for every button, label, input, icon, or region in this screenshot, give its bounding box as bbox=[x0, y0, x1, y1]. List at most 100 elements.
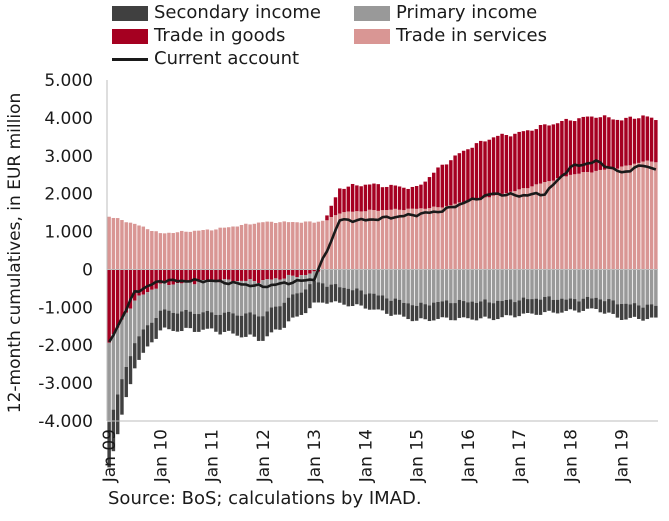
bar-secondary-income bbox=[171, 312, 175, 331]
bar-primary-income bbox=[607, 269, 611, 300]
bar-trade-in-services bbox=[607, 168, 611, 270]
bar-trade-in-goods bbox=[303, 269, 308, 275]
bar-trade-in-services bbox=[491, 195, 496, 270]
bar-trade-in-goods bbox=[367, 184, 372, 210]
bar-trade-in-goods bbox=[145, 269, 150, 293]
y-tick-label: 3.000 bbox=[44, 147, 93, 167]
bar-trade-in-services bbox=[487, 197, 492, 270]
bar-primary-income bbox=[440, 269, 445, 302]
bar-secondary-income bbox=[479, 301, 483, 319]
bar-trade-in-goods bbox=[504, 135, 509, 194]
bar-trade-in-goods bbox=[180, 269, 184, 284]
bar-primary-income bbox=[261, 280, 265, 317]
bar-primary-income bbox=[184, 281, 188, 310]
bar-secondary-income bbox=[282, 302, 286, 328]
bar-secondary-income bbox=[513, 302, 517, 318]
bar-trade-in-services bbox=[637, 162, 641, 270]
legend-item-primary-income: Primary income bbox=[354, 2, 537, 24]
bar-trade-in-services bbox=[624, 165, 628, 270]
bar-primary-income bbox=[645, 269, 650, 305]
y-tick-label: 1.000 bbox=[44, 223, 93, 243]
y-axis-label: 12-month cumulatives, in EUR million bbox=[5, 93, 25, 413]
bar-primary-income bbox=[423, 269, 427, 305]
bar-trade-in-goods bbox=[338, 188, 342, 214]
bar-trade-in-goods bbox=[470, 147, 474, 200]
bar-trade-in-goods bbox=[201, 269, 205, 281]
bar-trade-in-services bbox=[214, 229, 218, 270]
bar-primary-income bbox=[201, 280, 205, 313]
bar-primary-income bbox=[355, 269, 359, 289]
bar-primary-income bbox=[299, 275, 304, 293]
bar-primary-income bbox=[192, 284, 197, 314]
bar-trade-in-goods bbox=[508, 136, 513, 192]
bar-trade-in-services bbox=[158, 233, 163, 270]
bar-trade-in-goods bbox=[637, 118, 641, 163]
bar-trade-in-goods bbox=[308, 269, 312, 274]
x-tick-label: Jan 18 bbox=[561, 429, 581, 483]
bar-secondary-income bbox=[410, 305, 415, 322]
bar-trade-in-services bbox=[175, 232, 180, 270]
bar-trade-in-services bbox=[137, 225, 141, 270]
bar-trade-in-goods bbox=[560, 120, 564, 177]
bar-trade-in-goods bbox=[269, 269, 274, 280]
bar-primary-income bbox=[397, 269, 402, 300]
legend-item-trade-in-services: Trade in services bbox=[354, 25, 547, 47]
legend-label-current-account: Current account bbox=[154, 48, 300, 69]
bar-primary-income bbox=[414, 269, 419, 306]
bar-trade-in-services bbox=[367, 209, 372, 270]
bar-primary-income bbox=[162, 282, 167, 310]
bar-trade-in-goods bbox=[291, 269, 295, 276]
bar-trade-in-goods bbox=[491, 137, 496, 196]
bar-primary-income bbox=[235, 281, 240, 316]
bar-secondary-income bbox=[483, 299, 487, 317]
bar-trade-in-goods bbox=[312, 269, 316, 272]
bar-trade-in-services bbox=[115, 218, 120, 270]
bar-trade-in-services bbox=[585, 171, 590, 270]
bar-secondary-income bbox=[568, 298, 573, 310]
bar-secondary-income bbox=[453, 303, 457, 321]
bar-trade-in-goods bbox=[141, 269, 146, 295]
bar-trade-in-goods bbox=[154, 269, 158, 289]
bar-trade-in-goods bbox=[197, 269, 201, 282]
bar-secondary-income bbox=[372, 293, 376, 310]
bar-secondary-income bbox=[291, 294, 295, 318]
bar-trade-in-goods bbox=[410, 186, 415, 209]
bar-trade-in-services bbox=[572, 174, 577, 270]
bar-trade-in-services bbox=[359, 211, 363, 270]
bar-trade-in-services bbox=[521, 188, 526, 270]
bar-trade-in-goods bbox=[158, 269, 163, 284]
bar-trade-in-goods bbox=[453, 155, 457, 204]
bar-trade-in-goods bbox=[389, 184, 393, 210]
bar-trade-in-services bbox=[547, 181, 551, 270]
bar-primary-income bbox=[376, 269, 380, 296]
bar-trade-in-services bbox=[141, 226, 146, 270]
bar-primary-income bbox=[244, 280, 248, 314]
bar-primary-income bbox=[227, 279, 231, 312]
bar-secondary-income bbox=[406, 303, 410, 320]
bar-trade-in-goods bbox=[585, 116, 590, 172]
bar-primary-income bbox=[393, 269, 398, 299]
bar-trade-in-services bbox=[372, 210, 376, 270]
bar-trade-in-services bbox=[171, 233, 175, 270]
y-tick-label: 5.000 bbox=[44, 71, 93, 91]
bar-secondary-income bbox=[278, 306, 282, 330]
legend-label-trade-in-goods: Trade in goods bbox=[154, 25, 286, 46]
bar-trade-in-goods bbox=[372, 183, 376, 211]
bar-primary-income bbox=[496, 269, 500, 301]
bar-secondary-income bbox=[543, 296, 547, 313]
bar-secondary-income bbox=[350, 290, 355, 307]
bar-trade-in-services bbox=[231, 226, 235, 270]
bar-trade-in-goods bbox=[632, 118, 637, 164]
bar-secondary-income bbox=[577, 301, 581, 313]
legend-swatch-trade-in-goods bbox=[112, 28, 148, 44]
bar-trade-in-services bbox=[577, 173, 581, 270]
bar-trade-in-services bbox=[291, 222, 295, 270]
bar-primary-income bbox=[487, 269, 492, 303]
bar-primary-income bbox=[389, 269, 393, 301]
bar-secondary-income bbox=[218, 314, 222, 335]
bar-secondary-income bbox=[611, 300, 615, 314]
bar-secondary-income bbox=[115, 394, 120, 435]
bar-trade-in-goods bbox=[406, 188, 410, 209]
bar-primary-income bbox=[154, 288, 158, 319]
bar-trade-in-services bbox=[615, 168, 620, 270]
